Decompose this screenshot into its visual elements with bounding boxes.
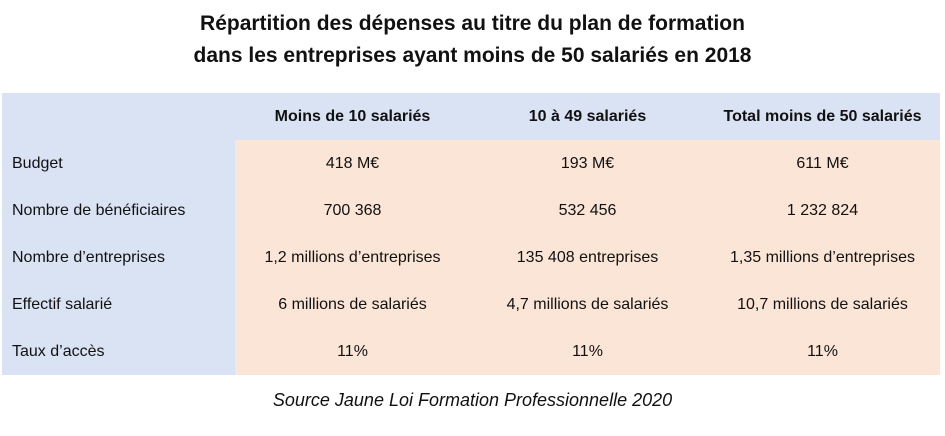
column-header: Moins de 10 salariés bbox=[274, 107, 431, 125]
table-body-bg bbox=[235, 140, 940, 375]
table-cell: 193 M€ bbox=[560, 154, 615, 172]
table-cell: 135 408 entreprises bbox=[516, 248, 659, 266]
table-cell: 1 232 824 bbox=[786, 201, 859, 219]
table-row: Nombre de bénéficiaires 700 368 532 456 … bbox=[2, 187, 940, 234]
table-cell: 1,35 millions d’entreprises bbox=[730, 248, 915, 266]
table-row: Taux d’accès 11% 11% 11% bbox=[2, 328, 940, 375]
table-row: Nombre d’entreprises 1,2 millions d’entr… bbox=[2, 234, 940, 281]
table-cell: 10,7 millions de salariés bbox=[737, 295, 908, 313]
table-cell: 418 M€ bbox=[325, 154, 380, 172]
title-line-1: Répartition des dépenses au titre du pla… bbox=[200, 12, 745, 35]
table-cell: 532 456 bbox=[558, 201, 617, 219]
data-table: Moins de 10 salariés 10 à 49 salariés To… bbox=[2, 93, 940, 375]
title-line-2: dans les entreprises ayant moins de 50 s… bbox=[193, 44, 752, 67]
row-label: Budget bbox=[12, 154, 63, 172]
table-cell: 611 M€ bbox=[796, 154, 849, 172]
table-cell: 11% bbox=[337, 342, 368, 360]
table-cell: 11% bbox=[807, 342, 838, 360]
table-cell: 11% bbox=[572, 342, 603, 360]
source-caption: Source Jaune Loi Formation Professionnel… bbox=[272, 390, 673, 410]
table-cell: 1,2 millions d’entreprises bbox=[264, 248, 441, 266]
table-cell: 6 millions de salariés bbox=[278, 295, 427, 313]
column-header: 10 à 49 salariés bbox=[528, 107, 647, 125]
table-row: Effectif salarié 6 millions de salariés … bbox=[2, 281, 940, 328]
table-cell: 4,7 millions de salariés bbox=[506, 295, 669, 313]
row-label: Nombre d’entreprises bbox=[12, 248, 165, 266]
row-label: Effectif salarié bbox=[12, 295, 113, 313]
table-row: Budget 418 M€ 193 M€ 611 M€ bbox=[2, 140, 940, 187]
row-label: Nombre de bénéficiaires bbox=[12, 201, 186, 219]
page-title: Répartition des dépenses au titre du pla… bbox=[0, 8, 945, 72]
table-cell: 700 368 bbox=[323, 201, 382, 219]
column-header: Total moins de 50 salariés bbox=[723, 107, 922, 125]
row-label: Taux d’accès bbox=[12, 342, 105, 360]
